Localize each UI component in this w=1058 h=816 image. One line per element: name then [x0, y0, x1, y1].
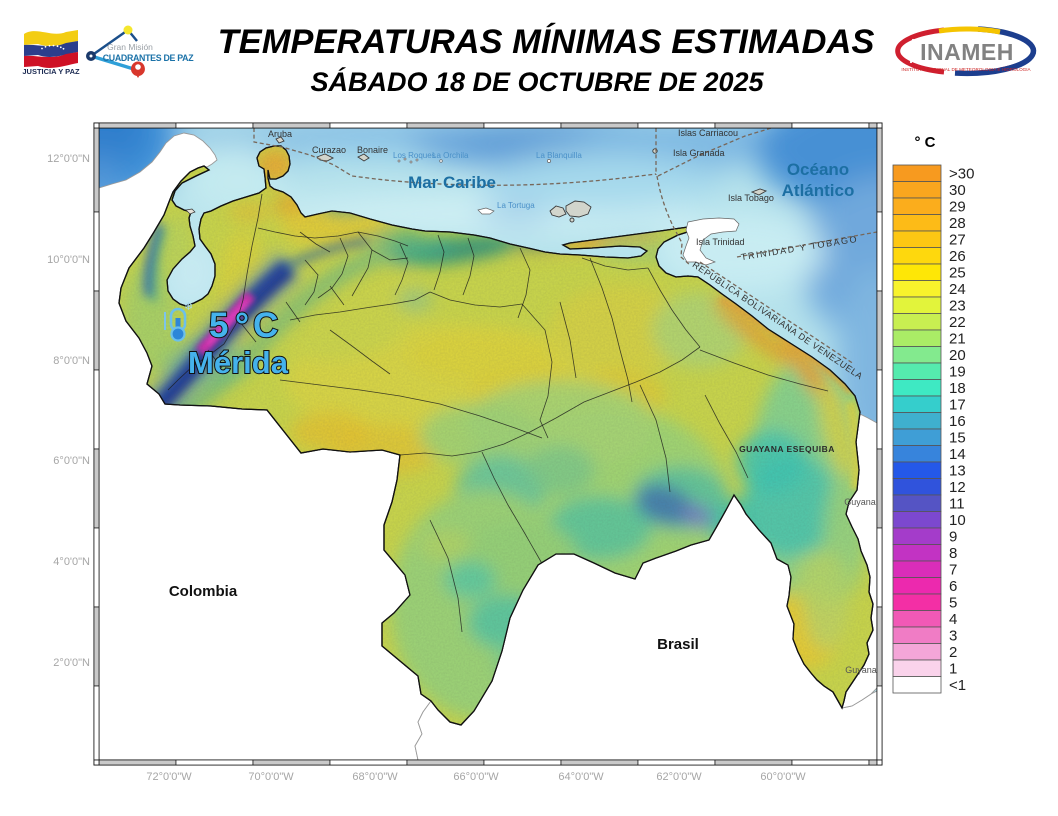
svg-text:9: 9 [949, 528, 957, 545]
svg-text:70°0'0"W: 70°0'0"W [248, 771, 294, 783]
svg-text:18: 18 [949, 380, 966, 397]
svg-text:10: 10 [949, 512, 966, 529]
svg-text:La Blanquilla: La Blanquilla [536, 151, 582, 160]
svg-text:5: 5 [209, 306, 228, 345]
svg-text:Colombia: Colombia [169, 583, 238, 600]
svg-text:23: 23 [949, 297, 966, 314]
svg-text:Guyana: Guyana [845, 665, 877, 675]
svg-text:16: 16 [949, 413, 966, 430]
svg-text:10°0'0"N: 10°0'0"N [47, 254, 90, 266]
svg-text:Gran Misión: Gran Misión [107, 42, 153, 52]
svg-text:TEMPERATURAS MÍNIMAS ESTIMADAS: TEMPERATURAS MÍNIMAS ESTIMADAS [218, 22, 875, 61]
svg-text:6°0'0"N: 6°0'0"N [53, 455, 90, 467]
svg-text:68°0'0"W: 68°0'0"W [352, 771, 398, 783]
svg-text:66°0'0"W: 66°0'0"W [453, 771, 499, 783]
svg-text:GUAYANA ESEQUIBA: GUAYANA ESEQUIBA [739, 444, 835, 454]
svg-text:Islas Carriacou: Islas Carriacou [678, 128, 738, 138]
svg-text:13: 13 [949, 462, 966, 479]
svg-text:°: ° [235, 306, 249, 345]
svg-text:Los Roques: Los Roques [393, 151, 436, 160]
svg-text:15: 15 [949, 429, 966, 446]
svg-text:3: 3 [949, 627, 957, 644]
svg-text:2: 2 [949, 644, 957, 661]
svg-text:Curazao: Curazao [312, 145, 346, 155]
svg-text:26: 26 [949, 248, 966, 265]
svg-text:JUSTICIA Y PAZ: JUSTICIA Y PAZ [22, 67, 80, 76]
svg-text:4°0'0"N: 4°0'0"N [53, 556, 90, 568]
svg-text:27: 27 [949, 231, 966, 248]
svg-text:28: 28 [949, 215, 966, 232]
svg-text:° C: ° C [915, 134, 936, 151]
svg-text:22: 22 [949, 314, 966, 331]
svg-text:24: 24 [949, 281, 966, 298]
svg-text:8: 8 [949, 545, 957, 562]
svg-text:Isla Tobago: Isla Tobago [728, 193, 774, 203]
svg-text:4: 4 [949, 611, 957, 628]
svg-text:SÁBADO 18 DE OCTUBRE DE 2025: SÁBADO 18 DE OCTUBRE DE 2025 [310, 66, 764, 97]
svg-text:INAMEH: INAMEH [920, 39, 1014, 65]
svg-text:Mar Caribe: Mar Caribe [408, 173, 496, 192]
svg-text:Aruba: Aruba [268, 129, 292, 139]
svg-text:Atlántico: Atlántico [782, 181, 855, 200]
svg-text:2°0'0"N: 2°0'0"N [53, 657, 90, 669]
svg-text:Brasil: Brasil [657, 636, 699, 653]
svg-text:62°0'0"W: 62°0'0"W [656, 771, 702, 783]
svg-text:60°0'0"W: 60°0'0"W [760, 771, 806, 783]
svg-text:64°0'0"W: 64°0'0"W [558, 771, 604, 783]
svg-text:7: 7 [949, 561, 957, 578]
svg-text:Océano: Océano [787, 160, 849, 179]
svg-text:14: 14 [949, 446, 966, 463]
svg-text:La Tortuga: La Tortuga [497, 201, 535, 210]
svg-text:20: 20 [949, 347, 966, 364]
svg-text:11: 11 [949, 495, 965, 512]
svg-text:19: 19 [949, 363, 966, 380]
svg-text:Bonaire: Bonaire [357, 145, 388, 155]
svg-text:72°0'0"W: 72°0'0"W [146, 771, 192, 783]
svg-text:INSTITUTO NACIONAL DE METEOROL: INSTITUTO NACIONAL DE METEOROLOGIA E HID… [901, 67, 1031, 72]
svg-text:8°0'0"N: 8°0'0"N [53, 355, 90, 367]
svg-text:12: 12 [949, 479, 966, 496]
svg-text:CUADRANTES DE PAZ: CUADRANTES DE PAZ [103, 53, 194, 63]
svg-text:Isla Granada: Isla Granada [673, 148, 725, 158]
svg-text:>30: >30 [949, 165, 974, 182]
svg-text:1: 1 [949, 660, 957, 677]
svg-text:Guyana: Guyana [844, 497, 876, 507]
svg-text:La Orchila: La Orchila [432, 151, 469, 160]
svg-text:5: 5 [949, 594, 957, 611]
svg-text:17: 17 [949, 396, 966, 413]
svg-text:❄: ❄ [184, 301, 193, 313]
svg-text:29: 29 [949, 198, 966, 215]
svg-text:C: C [253, 306, 278, 345]
svg-text:6: 6 [949, 578, 957, 595]
svg-text:30: 30 [949, 182, 966, 199]
svg-text:21: 21 [949, 330, 966, 347]
svg-text:Isla Trinidad: Isla Trinidad [696, 237, 745, 247]
svg-text:<1: <1 [949, 677, 966, 694]
svg-text:Mérida: Mérida [188, 345, 289, 380]
svg-text:25: 25 [949, 264, 966, 281]
svg-text:12°0'0"N: 12°0'0"N [47, 153, 90, 165]
